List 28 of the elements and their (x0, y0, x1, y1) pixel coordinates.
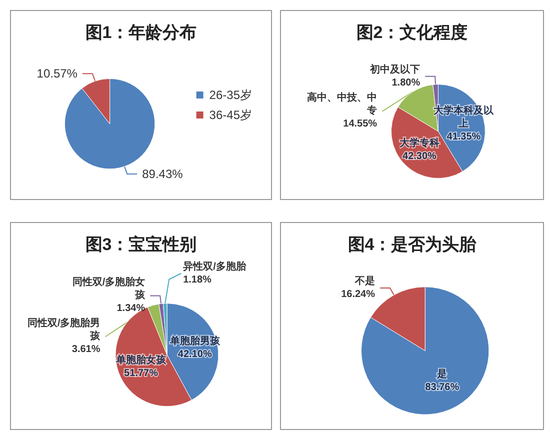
data-label: 14.55% (343, 118, 378, 130)
slice-label: 同性双/多胞胎女孩 (72, 276, 146, 302)
data-label: 16.24% (341, 289, 376, 300)
slice-label: 大学专科 (398, 137, 440, 150)
legend-label: 36-45岁 (209, 108, 252, 122)
data-label: 10.57% (36, 66, 78, 81)
chart-title: 图1：年龄分布 (85, 23, 197, 42)
chart-title: 图3：宝宝性别 (85, 235, 197, 254)
chart-title: 图4：是否为头胎 (348, 235, 478, 254)
slice-label: 异性双/多胞胎 (182, 260, 247, 272)
data-label: 1.34% (116, 303, 146, 314)
slice-label: 高中、中技、中专 (307, 91, 378, 116)
data-label: 41.35% (446, 132, 481, 143)
data-label: 1.80% (392, 77, 420, 88)
data-label: 1.18% (183, 274, 212, 286)
slice-label: 单胞胎女孩 (115, 354, 167, 366)
data-label: 42.10% (178, 348, 212, 360)
slice-label: 不是 (354, 275, 376, 288)
slice-label: 是 (436, 368, 448, 380)
chart-title: 图2：文化程度 (356, 23, 468, 42)
slice-label: 初中及以下 (369, 63, 420, 76)
data-label: 42.30% (402, 151, 437, 162)
legend-label: 26-35岁 (209, 88, 252, 102)
data-label: 83.76% (425, 382, 460, 394)
data-label: 89.43% (142, 167, 184, 182)
slice-label: 同性双/多胞胎男孩 (27, 317, 102, 342)
data-label: 3.61% (72, 344, 100, 356)
data-label: 51.77% (124, 368, 158, 380)
